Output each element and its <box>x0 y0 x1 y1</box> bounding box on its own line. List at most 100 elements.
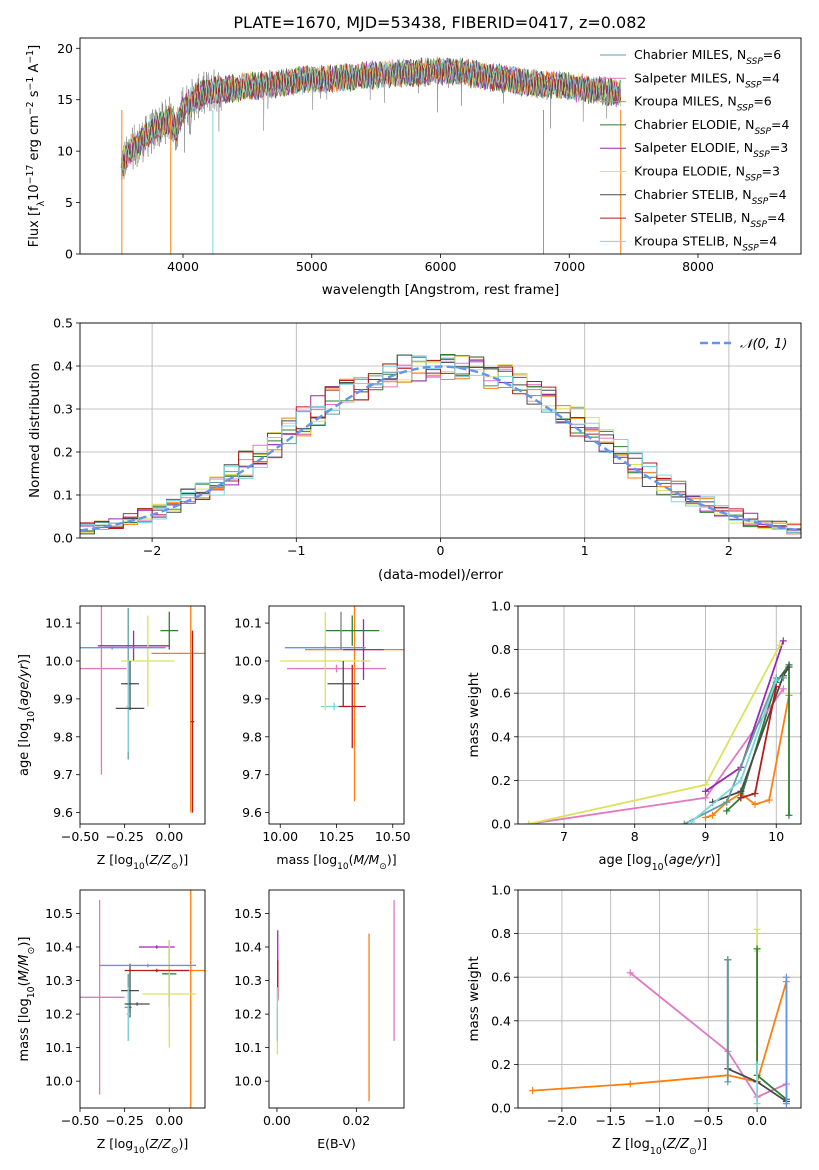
mass-vs-ebv-panel: 0.00 0.02 10.0 10.1 10.2 10.3 10.4 10.5 E(B-V) <box>234 889 405 1151</box>
x-axis-label-part: ( <box>145 1136 150 1151</box>
y-tick-label: 9.8 <box>53 729 73 744</box>
x-axis-label-part: 10 <box>650 1146 662 1157</box>
legend-entry-part: Kroupa ELODIE, N <box>634 164 745 179</box>
y-tick-label: 0.4 <box>491 1013 511 1028</box>
x-axis-label-part: ⊙ <box>171 1146 179 1156</box>
legend-entry: Kroupa STELIB, NSSP=4 <box>634 233 777 253</box>
legend-entry-part: SSP <box>752 197 769 207</box>
y-tick-label: 10.1 <box>45 1040 73 1055</box>
legend-entry-part: SSP <box>753 150 770 160</box>
legend-entry-part: =4 <box>759 233 777 248</box>
y-tick-label: 0.0 <box>53 531 73 546</box>
y-axis-label-part: )] <box>17 937 32 947</box>
y-axis-label-part: mass [log <box>17 998 32 1061</box>
x-tick-label: 6000 <box>425 259 457 274</box>
y-tick-label: 9.6 <box>53 805 73 820</box>
y-axis-label-part: )] <box>17 654 32 664</box>
error-bars <box>280 606 404 802</box>
weight-line <box>629 972 787 1099</box>
legend-entry-part: SSP <box>746 57 763 67</box>
legend-entry: Kroupa MILES, NSSP=6 <box>634 94 772 114</box>
legend-entry: Salpeter ELODIE, NSSP=3 <box>634 140 788 160</box>
x-axis-label-part: ⊙ <box>689 1146 697 1157</box>
y-axis-label-part: s <box>27 90 42 101</box>
y-tick-label: 0.2 <box>491 773 511 788</box>
y-axis-label-part: ( <box>17 706 32 711</box>
y-tick-label: 15 <box>57 92 73 107</box>
y-tick-label: 20 <box>57 41 73 56</box>
x-axis-label-part: Z/Z <box>666 1137 690 1152</box>
y-axis-label: Flux [fλ10−17 erg cm−2 s−1 A−1] <box>25 45 47 247</box>
spectrum-panel: 4000 5000 6000 7000 8000 0 5 10 15 20 wavelength [… <box>25 37 802 298</box>
legend-entry: Chabrier ELODIE, NSSP=4 <box>634 117 789 137</box>
x-axis-label-part: 10 <box>133 862 145 872</box>
y-axis-label: mass weight <box>466 672 482 757</box>
legend-entry-part: SSP <box>745 80 762 90</box>
y-tick-label: 0.4 <box>491 729 511 744</box>
y-axis-label-part: ( <box>17 981 32 986</box>
legend-entry: Salpeter MILES, NSSP=4 <box>634 70 780 90</box>
x-axis-label: wavelength [Angstrom, rest frame] <box>322 282 560 298</box>
y-tick-label: 10.0 <box>234 653 262 668</box>
legend-entry-part: SSP <box>745 174 762 184</box>
legend-entry-part: =4 <box>771 117 789 132</box>
x-axis-label-part: ( <box>664 853 669 868</box>
mass-weight-vs-metallicity-panel: −2.0 −1.5 −1.0 −0.5 0.0 0.0 0.2 0.4 0.6 0.8 1.0 Z [… <box>466 883 802 1157</box>
y-axis-label-part: λ <box>36 200 47 206</box>
y-axis-label: mass weight <box>466 956 482 1041</box>
x-tick-label: 7 <box>560 829 568 844</box>
legend-entry-part: SSP <box>754 127 771 137</box>
axes-frame <box>517 889 802 1109</box>
y-axis-label-part: M/M <box>17 955 32 982</box>
y-tick-label: 10.1 <box>45 616 73 631</box>
legend-entry: Chabrier MILES, NSSP=6 <box>634 47 781 67</box>
y-tick-label: 0.2 <box>53 445 73 460</box>
y-tick-label: 0.0 <box>491 817 511 832</box>
figure-title: PLATE=1670, MJD=53438, FIBERID=0417, z=0… <box>233 13 646 32</box>
x-axis-label: age [log10(age/yr)] <box>598 853 720 873</box>
x-axis-label: (data-model)/error <box>378 567 504 583</box>
x-axis-label: Z [log10(Z/Z⊙)] <box>97 852 188 872</box>
histogram-step <box>80 355 801 534</box>
error-bars <box>80 890 205 1108</box>
x-tick-label: −1.5 <box>596 1113 626 1128</box>
y-tick-label: 0.0 <box>491 1101 511 1116</box>
y-axis-label-part: 10 <box>26 986 37 998</box>
x-axis-label-part: Z/Z <box>149 852 172 867</box>
y-axis-label-part: erg cm <box>27 115 42 164</box>
y-tick-label: 10.4 <box>45 940 73 955</box>
y-axis-label-part: 10 <box>27 184 42 201</box>
y-axis-label: age [log10(age/yr)] <box>17 654 37 776</box>
axes-frame <box>79 37 802 255</box>
axes-frame <box>79 322 802 539</box>
y-tick-label: 10.0 <box>45 653 73 668</box>
x-axis-label-part: )] <box>178 1136 188 1151</box>
y-tick-label: 1.0 <box>491 599 511 614</box>
x-tick-label: 10.00 <box>262 829 298 844</box>
x-axis-label: mass [log10(M/M⊙)] <box>276 852 396 872</box>
x-axis-label-part: )] <box>710 853 720 868</box>
legend-entry: Salpeter STELIB, NSSP=4 <box>634 210 785 230</box>
legend-entry-part: =6 <box>763 47 781 62</box>
legend-entry-part: =4 <box>762 70 780 85</box>
x-tick-label: 0 <box>437 543 445 558</box>
y-tick-label: 5 <box>65 195 73 210</box>
legend-entry: Chabrier STELIB, NSSP=4 <box>634 187 787 207</box>
y-tick-label: 9.7 <box>53 767 73 782</box>
y-tick-label: 10.0 <box>234 1074 262 1089</box>
y-tick-label: 10 <box>57 144 73 159</box>
legend-entry-part: =4 <box>768 187 786 202</box>
x-axis-label: Z [log10(Z/Z⊙)] <box>97 1136 188 1156</box>
x-tick-label: 4000 <box>167 259 199 274</box>
age-vs-metallicity-panel: −0.50 −0.25 0.00 9.6 9.7 9.8 9.9 10.0 10.1 Z [log… <box>17 605 206 872</box>
weight-lines <box>529 925 790 1108</box>
y-tick-label: 9.7 <box>242 767 262 782</box>
axes-frame <box>79 889 206 1109</box>
x-tick-label: −1.0 <box>644 1113 674 1128</box>
y-tick-label: 9.6 <box>242 805 262 820</box>
x-axis-label-part: ( <box>349 852 354 867</box>
legend-entry-part: Salpeter STELIB, N <box>634 210 750 225</box>
x-tick-label: 9 <box>702 829 710 844</box>
x-tick-label: −0.25 <box>105 1113 143 1128</box>
